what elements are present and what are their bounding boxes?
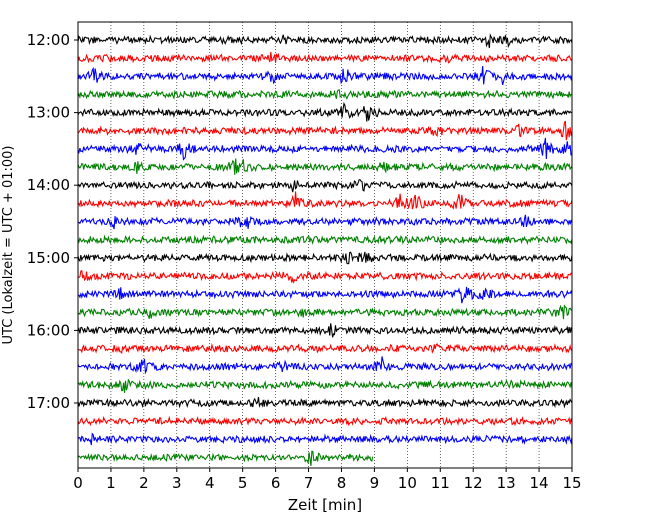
trace-12-00 bbox=[77, 33, 573, 49]
x-tick-label: 9 bbox=[370, 474, 380, 492]
x-axis-label: Zeit [min] bbox=[288, 496, 362, 514]
x-tick-label: 7 bbox=[304, 474, 314, 492]
trace-15-00 bbox=[77, 251, 573, 265]
x-tick-label: 8 bbox=[337, 474, 347, 492]
x-tick-label: 2 bbox=[139, 474, 149, 492]
trace-15-15 bbox=[77, 270, 573, 284]
x-tick-label: 1 bbox=[106, 474, 116, 492]
y-tick-label: 15:00 bbox=[27, 249, 70, 267]
trace-15-45 bbox=[77, 304, 573, 320]
trace-12-45 bbox=[77, 89, 573, 100]
x-tick-label: 12 bbox=[464, 474, 483, 492]
y-axis-ticks: 12:00 13:00 14:00 15:00 16:00 17:00 bbox=[27, 31, 78, 412]
x-axis-ticks: 0 1 2 3 4 5 6 7 8 9 10 11 12 13 14 15 bbox=[73, 468, 582, 492]
y-tick-label: 16:00 bbox=[27, 321, 70, 339]
x-tick-label: 11 bbox=[431, 474, 450, 492]
x-tick-label: 6 bbox=[271, 474, 281, 492]
y-tick-label: 17:00 bbox=[27, 394, 70, 412]
trace-17-45 bbox=[77, 450, 374, 467]
x-tick-label: 10 bbox=[398, 474, 417, 492]
y-tick-label: 13:00 bbox=[27, 104, 70, 122]
trace-16-00 bbox=[77, 323, 573, 338]
trace-16-45 bbox=[77, 378, 573, 393]
vertical-gridlines bbox=[110, 22, 540, 468]
trace-13-15 bbox=[77, 120, 573, 141]
trace-14-15 bbox=[77, 191, 573, 210]
x-tick-label: 3 bbox=[172, 474, 182, 492]
y-axis-label: UTC (Lokalzeit = UTC + 01:00) bbox=[1, 146, 16, 345]
x-tick-label: 5 bbox=[238, 474, 248, 492]
trace-12-30 bbox=[77, 65, 573, 86]
trace-16-30 bbox=[77, 356, 573, 375]
trace-17-15 bbox=[77, 415, 573, 427]
x-tick-label: 14 bbox=[530, 474, 549, 492]
trace-13-00 bbox=[77, 101, 573, 122]
x-tick-label: 0 bbox=[73, 474, 83, 492]
y-tick-label: 12:00 bbox=[27, 31, 70, 49]
trace-15-30 bbox=[77, 286, 573, 304]
trace-14-45 bbox=[77, 234, 573, 246]
trace-13-45 bbox=[77, 158, 573, 175]
seismic-traces bbox=[77, 33, 573, 467]
x-tick-label: 15 bbox=[562, 474, 581, 492]
plot-frame bbox=[77, 21, 573, 469]
trace-16-15 bbox=[77, 342, 573, 355]
trace-12-15 bbox=[77, 51, 573, 64]
trace-14-00 bbox=[77, 179, 573, 193]
trace-13-30 bbox=[77, 137, 573, 161]
x-tick-label: 13 bbox=[497, 474, 516, 492]
x-tick-label: 4 bbox=[205, 474, 215, 492]
trace-14-30 bbox=[77, 214, 573, 230]
trace-17-30 bbox=[77, 432, 573, 446]
trace-17-00 bbox=[77, 397, 573, 409]
y-tick-label: 14:00 bbox=[27, 176, 70, 194]
